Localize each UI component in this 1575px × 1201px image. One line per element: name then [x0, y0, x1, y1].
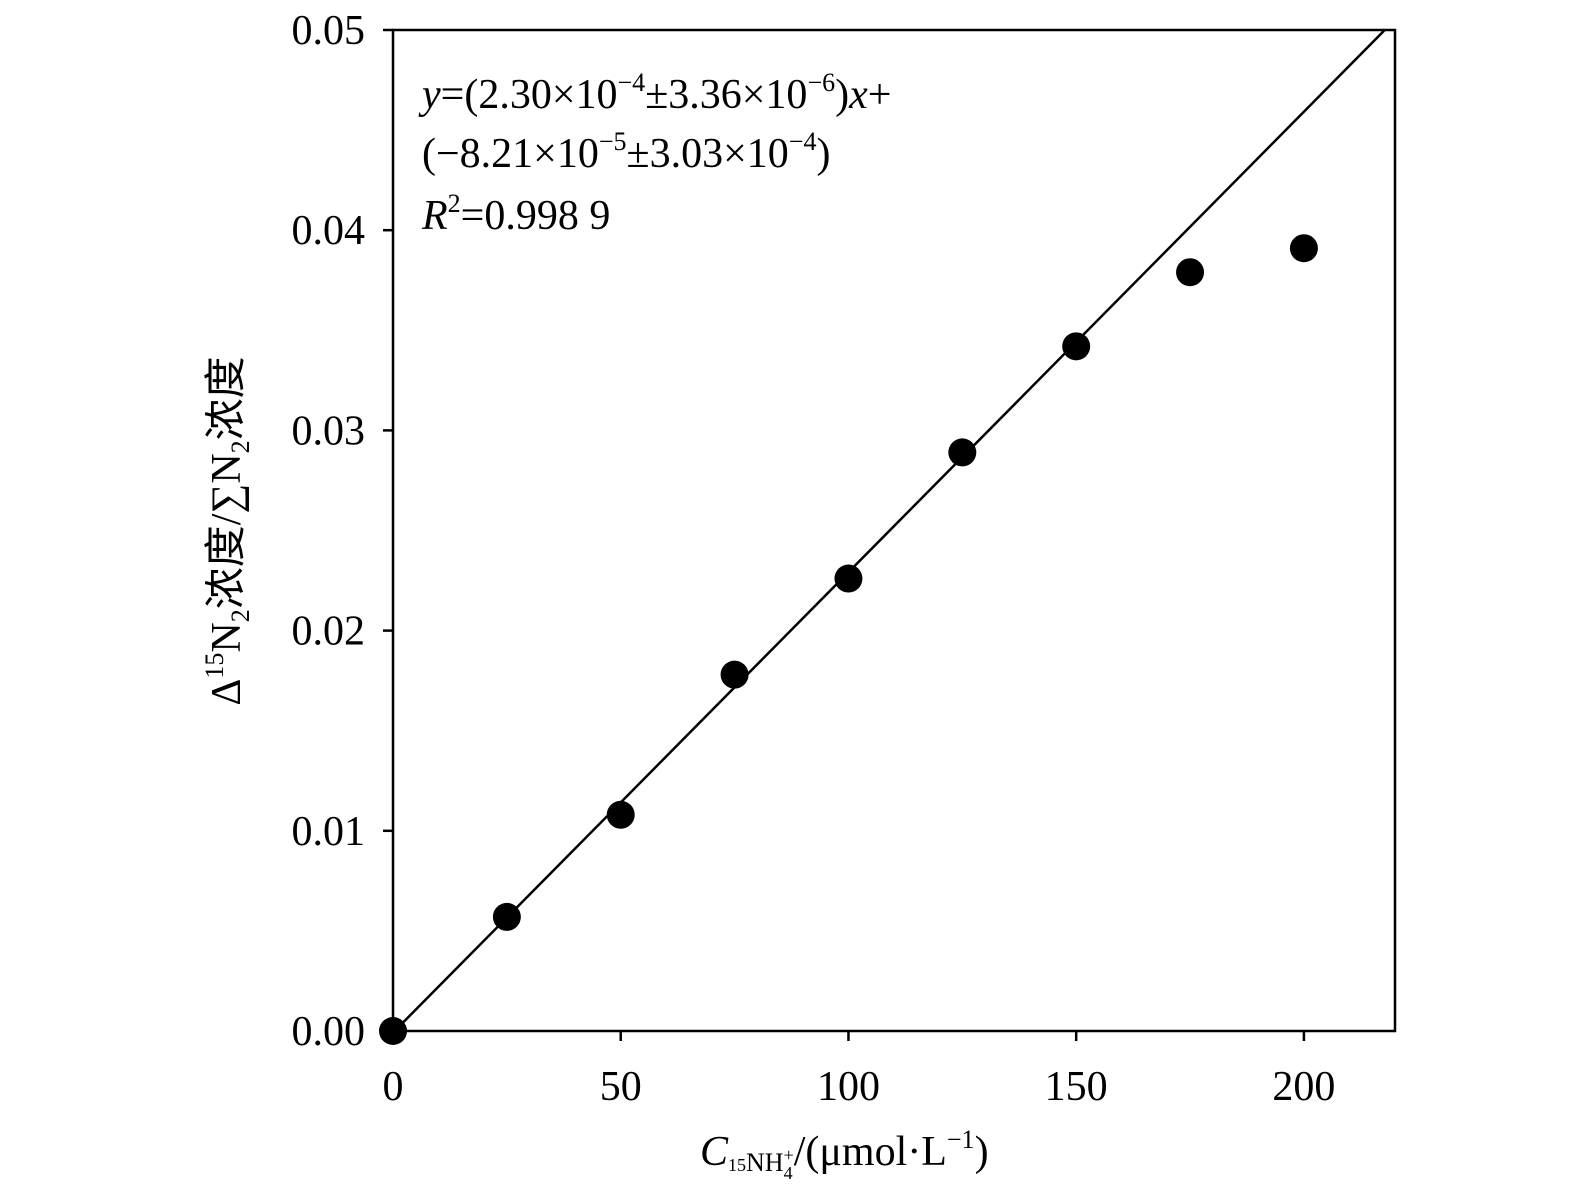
x-title-4: 4 [784, 1163, 793, 1183]
eq-slope: =(2.30×10 [441, 72, 618, 118]
fit-line [393, 30, 1387, 1031]
r-squared-value: =0.998 9 [461, 193, 611, 239]
x-title-isotope: 15 [728, 1155, 746, 1175]
plot-frame [391, 28, 1397, 1033]
data-point [948, 438, 977, 467]
r-squared-exp: 2 [448, 189, 461, 218]
data-points [379, 234, 1318, 1045]
y-tick-label: 0.05 [292, 8, 366, 54]
x-axis-title: C15NH4+/(μmol·L−1) [700, 1125, 989, 1183]
y-axis-ticks: 0.00 0.01 0.02 0.03 0.04 0.05 [292, 8, 393, 1055]
data-point [720, 660, 749, 689]
x-title-nh: NH [746, 1148, 784, 1177]
data-point [1289, 234, 1318, 263]
data-point [379, 1017, 407, 1045]
y-tick-label: 0.00 [292, 1009, 366, 1055]
x-axis-ticks: 0 50 100 150 200 [383, 1031, 1335, 1110]
x-title-unit: /(μmol·L [794, 1129, 947, 1175]
eq-intercept-err-exp: −4 [789, 127, 817, 156]
y-title-delta: Δ [204, 679, 250, 706]
eq-slope-err: ±3.36×10 [645, 72, 807, 118]
x-tick-label: 100 [817, 1064, 880, 1110]
eq-close: ) [835, 72, 849, 118]
data-point [1176, 258, 1205, 287]
equation-line-1: y=(2.30×10−4±3.36×10−6)x+ [418, 68, 891, 118]
x-title-exp: −1 [947, 1125, 975, 1154]
eq-intercept-exp: −5 [599, 127, 627, 156]
x-tick-label: 150 [1045, 1064, 1108, 1110]
data-point [834, 564, 863, 593]
x-tick-label: 0 [383, 1064, 404, 1110]
y-tick-label: 0.02 [292, 609, 366, 655]
data-point [492, 902, 521, 931]
eq-slope-exp: −4 [618, 68, 646, 97]
x-tick-label: 200 [1272, 1064, 1335, 1110]
y-title-2b: 2 [226, 440, 255, 453]
y-tick-label: 0.01 [292, 809, 366, 855]
eq-slope-err-exp: −6 [807, 68, 835, 97]
r-squared: R2=0.998 9 [421, 189, 610, 239]
eq-y: y [418, 72, 441, 118]
x-tick-label: 50 [600, 1064, 642, 1110]
y-title-n: N [204, 622, 250, 652]
x-title-close: ) [975, 1129, 989, 1175]
y-tick-label: 0.04 [292, 208, 366, 254]
y-axis-title: Δ15N2浓度/∑N2浓度 [200, 356, 255, 705]
x-title-plus: + [784, 1145, 794, 1165]
r-symbol: R [421, 193, 448, 239]
y-title-15: 15 [200, 653, 229, 679]
y-tick-label: 0.03 [292, 408, 366, 454]
eq-intercept-close: ) [816, 131, 830, 177]
x-title-c: C [700, 1129, 729, 1175]
data-point [1062, 332, 1091, 361]
eq-x: x [848, 72, 868, 118]
y-title-2a: 2 [226, 609, 255, 622]
y-title-mid: 浓度/∑N [204, 453, 250, 609]
y-title-end: 浓度 [204, 356, 250, 440]
eq-intercept: (−8.21×10 [422, 131, 599, 177]
eq-intercept-err: ±3.03×10 [627, 131, 789, 177]
eq-plus: + [868, 72, 892, 118]
equation-line-2: (−8.21×10−5±3.03×10−4) [422, 127, 830, 177]
data-point [606, 800, 635, 829]
